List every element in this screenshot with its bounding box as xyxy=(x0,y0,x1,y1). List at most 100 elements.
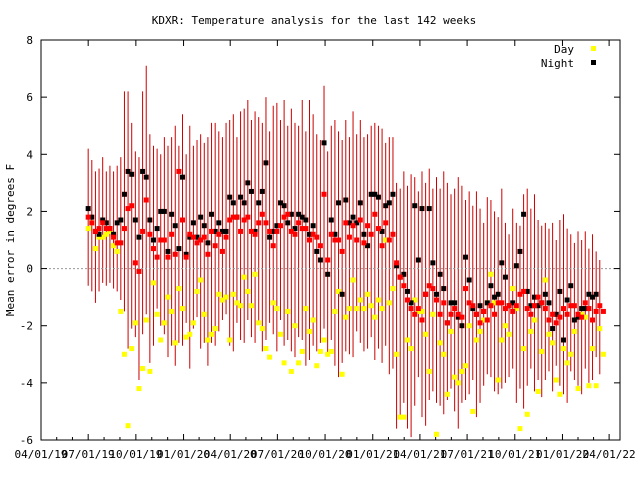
night-point xyxy=(434,291,440,297)
night-point xyxy=(394,263,400,269)
combined-point xyxy=(259,211,265,217)
day-point xyxy=(245,288,251,294)
axes-group: -6-4-20246804/01/1907/01/1910/01/1901/01… xyxy=(15,34,636,461)
night-point xyxy=(586,291,592,297)
combined-point xyxy=(303,226,309,232)
combined-point xyxy=(390,231,396,237)
x-tick-label: 01/01/21 xyxy=(346,448,399,461)
combined-point xyxy=(582,300,588,306)
day-point xyxy=(223,294,229,300)
combined-point xyxy=(296,220,302,226)
combined-point xyxy=(437,311,443,317)
combined-point xyxy=(201,234,207,240)
day-point xyxy=(248,303,254,309)
night-point xyxy=(281,203,287,209)
night-point xyxy=(212,228,218,234)
day-point xyxy=(564,360,570,366)
day-point xyxy=(111,243,117,249)
night-point xyxy=(452,300,458,306)
night-point xyxy=(198,214,204,220)
combined-point xyxy=(571,303,577,309)
y-tick-label: 6 xyxy=(26,91,33,104)
day-point xyxy=(288,368,294,374)
combined-point xyxy=(140,228,146,234)
points-group xyxy=(85,140,606,437)
night-point xyxy=(492,294,498,300)
x-tick-label: 04/01/20 xyxy=(204,448,257,461)
night-point xyxy=(252,228,258,234)
night-point xyxy=(488,283,494,289)
night-point xyxy=(132,217,138,223)
day-point xyxy=(274,306,280,312)
night-point xyxy=(361,231,367,237)
night-point xyxy=(259,188,265,194)
night-point xyxy=(238,194,244,200)
combined-point xyxy=(492,311,498,317)
combined-point xyxy=(499,300,505,306)
night-point xyxy=(531,294,537,300)
day-point xyxy=(401,414,407,420)
day-point xyxy=(553,377,559,383)
day-point xyxy=(212,326,218,332)
day-point xyxy=(550,340,556,346)
night-point xyxy=(219,228,225,234)
combined-point xyxy=(481,308,487,314)
night-point xyxy=(510,300,516,306)
day-point xyxy=(267,354,273,360)
night-point xyxy=(143,174,149,180)
day-point xyxy=(361,306,367,312)
x-tick-label: 10/01/21 xyxy=(488,448,541,461)
night-point xyxy=(161,208,167,214)
day-point xyxy=(542,277,548,283)
night-point xyxy=(437,271,443,277)
combined-point xyxy=(401,283,407,289)
combined-point xyxy=(513,303,519,309)
combined-point xyxy=(339,248,345,254)
day-point xyxy=(292,323,298,329)
day-point xyxy=(481,317,487,323)
plot-frame xyxy=(40,39,621,441)
day-point xyxy=(339,371,345,377)
day-point xyxy=(546,331,552,337)
combined-point xyxy=(506,303,512,309)
night-point xyxy=(158,208,164,214)
night-point xyxy=(140,168,146,174)
day-point xyxy=(96,234,102,240)
night-point xyxy=(557,288,563,294)
combined-point xyxy=(531,303,537,309)
night-point xyxy=(227,194,233,200)
combined-point xyxy=(169,231,175,237)
combined-point xyxy=(535,294,541,300)
night-point xyxy=(415,257,421,263)
combined-point xyxy=(307,237,313,243)
y-tick-label: 4 xyxy=(26,148,33,161)
day-point xyxy=(499,337,505,343)
day-point xyxy=(372,314,378,320)
combined-point xyxy=(361,240,367,246)
legend-night-label: Night xyxy=(541,57,574,70)
night-point xyxy=(176,246,182,252)
night-point xyxy=(484,300,490,306)
night-point xyxy=(571,317,577,323)
night-point xyxy=(590,294,596,300)
combined-point xyxy=(194,240,200,246)
combined-point xyxy=(379,243,385,249)
combined-point xyxy=(187,231,193,237)
night-point xyxy=(564,297,570,303)
night-point xyxy=(180,174,186,180)
day-point xyxy=(263,346,269,352)
combined-point xyxy=(473,311,479,317)
combined-point xyxy=(114,240,120,246)
legend-day-label: Day xyxy=(554,43,574,56)
night-point xyxy=(129,171,135,177)
combined-point xyxy=(238,228,244,234)
combined-point xyxy=(136,268,142,274)
combined-point xyxy=(270,243,276,249)
night-point xyxy=(285,220,291,226)
day-point xyxy=(390,286,396,292)
combined-point xyxy=(430,286,436,292)
night-point xyxy=(336,200,342,206)
night-point xyxy=(223,228,229,234)
combined-point xyxy=(288,228,294,234)
day-point xyxy=(600,351,606,357)
